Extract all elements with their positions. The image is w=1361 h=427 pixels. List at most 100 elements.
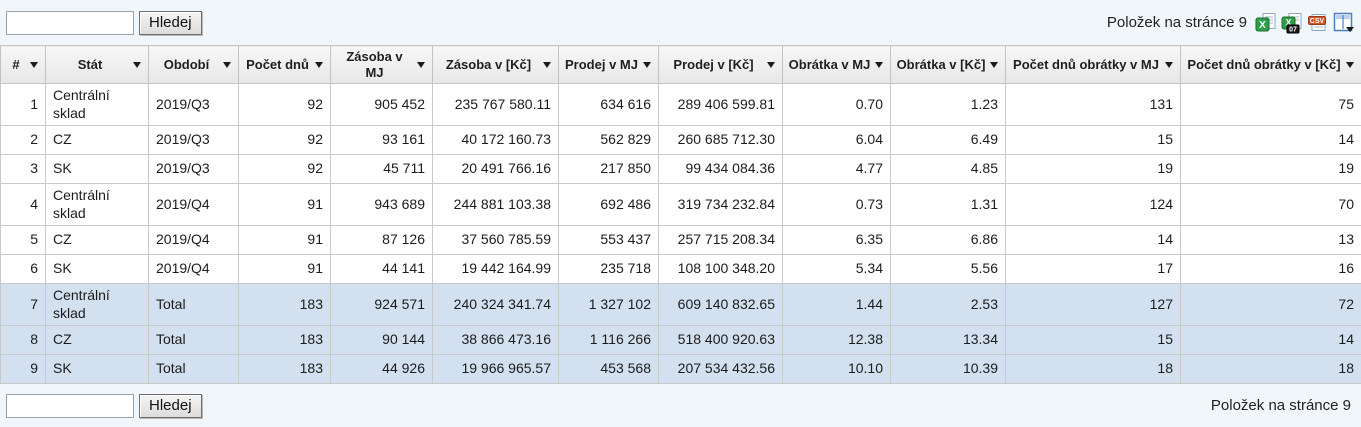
cell: 1 327 102 xyxy=(559,284,659,326)
column-header-label: Stát xyxy=(49,57,131,73)
cell: 44 141 xyxy=(331,255,433,284)
column-header-label: Obrátka v [Kč] xyxy=(894,57,988,73)
cell: Total xyxy=(149,284,239,326)
cell: 1 116 266 xyxy=(559,326,659,355)
cell: CZ xyxy=(46,326,149,355)
cell: Total xyxy=(149,326,239,355)
cell: 75 xyxy=(1181,84,1361,126)
cell: 13 xyxy=(1181,226,1361,255)
cell: 18 xyxy=(1181,355,1361,384)
cell: 131 xyxy=(1006,84,1181,126)
cell: 1.31 xyxy=(891,184,1006,226)
cell: 634 616 xyxy=(559,84,659,126)
cell: 17 xyxy=(1006,255,1181,284)
cell: 45 711 xyxy=(331,155,433,184)
filter-dropdown-icon[interactable] xyxy=(30,62,38,68)
xls-export-icon[interactable]: X xyxy=(1255,12,1277,34)
column-header-7[interactable]: Prodej v [Kč] xyxy=(659,46,783,84)
column-header-4[interactable]: Zásoba v MJ xyxy=(331,46,433,84)
column-header-11[interactable]: Počet dnů obrátky v [Kč] xyxy=(1181,46,1361,84)
cell: 93 161 xyxy=(331,126,433,155)
cell: 92 xyxy=(239,155,331,184)
cell: 609 140 832.65 xyxy=(659,284,783,326)
cell: 19 xyxy=(1006,155,1181,184)
cell: 0.73 xyxy=(783,184,891,226)
cell: 1.44 xyxy=(783,284,891,326)
cell: 91 xyxy=(239,226,331,255)
cell: 91 xyxy=(239,255,331,284)
filter-dropdown-icon[interactable] xyxy=(223,62,231,68)
column-header-label: Počet dnů obrátky v MJ xyxy=(1009,57,1163,73)
search-input-top[interactable] xyxy=(6,11,134,35)
cell: CZ xyxy=(46,226,149,255)
filter-dropdown-icon[interactable] xyxy=(1165,62,1173,68)
column-header-9[interactable]: Obrátka v [Kč] xyxy=(891,46,1006,84)
filter-dropdown-icon[interactable] xyxy=(1346,62,1354,68)
cell: 453 568 xyxy=(559,355,659,384)
cell: 2 xyxy=(1,126,46,155)
cell: SK xyxy=(46,155,149,184)
cell: 19 442 164.99 xyxy=(433,255,559,284)
cell: 235 767 580.11 xyxy=(433,84,559,126)
cell: 127 xyxy=(1006,284,1181,326)
column-header-label: Počet dnů xyxy=(242,57,313,73)
svg-text:CSV: CSV xyxy=(1310,18,1325,25)
cell: 924 571 xyxy=(331,284,433,326)
cell: 4 xyxy=(1,184,46,226)
search-button-top[interactable]: Hledej xyxy=(139,11,202,35)
column-header-1[interactable]: Stát xyxy=(46,46,149,84)
cell: 108 100 348.20 xyxy=(659,255,783,284)
column-header-8[interactable]: Obrátka v MJ xyxy=(783,46,891,84)
cell: 207 534 432.56 xyxy=(659,355,783,384)
filter-dropdown-icon[interactable] xyxy=(543,62,551,68)
column-header-6[interactable]: Prodej v MJ xyxy=(559,46,659,84)
column-header-label: Prodej v MJ xyxy=(562,57,641,73)
filter-dropdown-icon[interactable] xyxy=(767,62,775,68)
cell: 1 xyxy=(1,84,46,126)
filter-dropdown-icon[interactable] xyxy=(133,62,141,68)
cell: 257 715 208.34 xyxy=(659,226,783,255)
cell: 5.56 xyxy=(891,255,1006,284)
column-header-5[interactable]: Zásoba v [Kč] xyxy=(433,46,559,84)
cell: 518 400 920.63 xyxy=(659,326,783,355)
column-header-0[interactable]: # xyxy=(1,46,46,84)
column-header-3[interactable]: Počet dnů xyxy=(239,46,331,84)
column-header-label: Obrátka v MJ xyxy=(786,57,873,73)
cell: 99 434 084.36 xyxy=(659,155,783,184)
cell: 10.10 xyxy=(783,355,891,384)
column-header-10[interactable]: Počet dnů obrátky v MJ xyxy=(1006,46,1181,84)
cell: 240 324 341.74 xyxy=(433,284,559,326)
cell: 6 xyxy=(1,255,46,284)
column-header-label: # xyxy=(4,57,28,73)
cell: 260 685 712.30 xyxy=(659,126,783,155)
filter-dropdown-icon[interactable] xyxy=(417,62,425,68)
cell: 2019/Q4 xyxy=(149,184,239,226)
cell: 90 144 xyxy=(331,326,433,355)
cell: 289 406 599.81 xyxy=(659,84,783,126)
filter-dropdown-icon[interactable] xyxy=(643,62,651,68)
search-button-bottom[interactable]: Hledej xyxy=(139,394,202,418)
cell: 183 xyxy=(239,326,331,355)
xlsx-2007-export-icon[interactable]: X 07 xyxy=(1281,12,1303,34)
column-chooser-icon[interactable] xyxy=(1333,12,1355,34)
cell: 6.86 xyxy=(891,226,1006,255)
cell: 92 xyxy=(239,84,331,126)
csv-export-icon[interactable]: CSV xyxy=(1307,12,1329,34)
cell: 5.34 xyxy=(783,255,891,284)
search-input-bottom[interactable] xyxy=(6,394,134,418)
cell: 0.70 xyxy=(783,84,891,126)
cell: 9 xyxy=(1,355,46,384)
cell: 2.53 xyxy=(891,284,1006,326)
column-header-2[interactable]: Období xyxy=(149,46,239,84)
filter-dropdown-icon[interactable] xyxy=(315,62,323,68)
filter-dropdown-icon[interactable] xyxy=(990,62,998,68)
page-size-label-top: Položek na stránce 9 xyxy=(1107,14,1247,31)
cell: 15 xyxy=(1006,326,1181,355)
cell: 5 xyxy=(1,226,46,255)
column-header-label: Období xyxy=(152,57,221,73)
filter-dropdown-icon[interactable] xyxy=(875,62,883,68)
